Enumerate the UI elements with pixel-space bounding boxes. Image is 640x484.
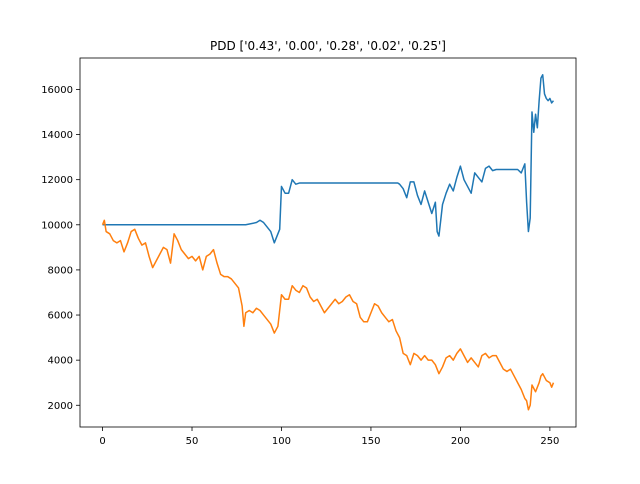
x-tick-label: 200: [451, 436, 470, 447]
y-tick-label: 4000: [48, 356, 73, 367]
chart-title: PDD ['0.43', '0.00', '0.28', '0.02', '0.…: [210, 39, 446, 53]
y-tick-label: 16000: [41, 85, 73, 96]
x-tick-label: 0: [99, 436, 105, 447]
x-tick-label: 50: [186, 436, 199, 447]
y-tick-label: 14000: [41, 130, 73, 141]
y-tick-label: 2000: [48, 401, 73, 412]
plot-frame: [79, 57, 577, 428]
y-tick-label: 6000: [48, 311, 73, 322]
y-tick-label: 12000: [41, 175, 73, 186]
x-tick-label: 150: [361, 436, 380, 447]
x-tick-label: 250: [540, 436, 559, 447]
y-tick-label: 10000: [41, 220, 73, 231]
series-line: [102, 74, 555, 244]
y-tick-label: 8000: [48, 265, 73, 276]
series-line: [101, 219, 555, 411]
x-tick-label: 100: [272, 436, 291, 447]
